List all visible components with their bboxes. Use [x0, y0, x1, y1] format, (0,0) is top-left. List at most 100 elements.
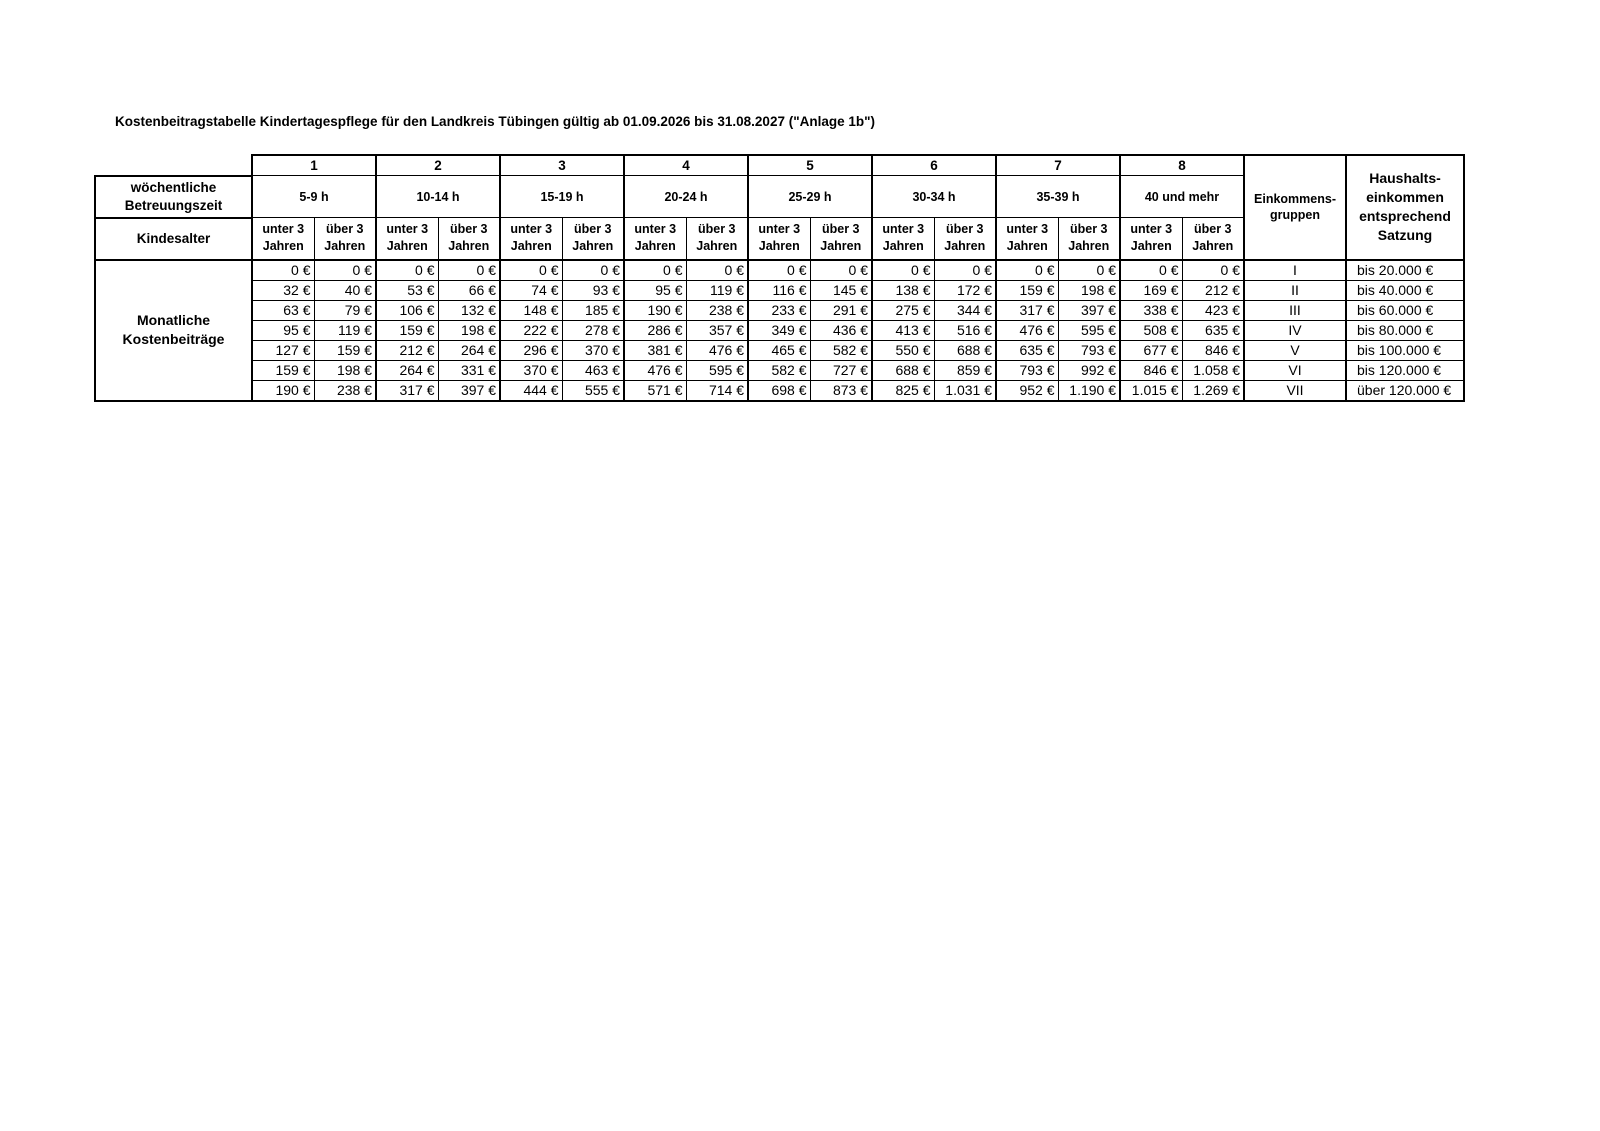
fee-cell: 423 € — [1181, 299, 1245, 321]
income-header: Haushalts-einkommen entsprechend Satzung — [1345, 154, 1465, 261]
fee-cell: 582 € — [809, 339, 873, 361]
header-row-age: Kindesalter unter 3 Jahren über 3 Jahren un… — [94, 216, 1464, 261]
income-cell: bis 40.000 € — [1345, 279, 1465, 301]
col-group-number: 8 — [1119, 154, 1245, 176]
fee-cell: 727 € — [809, 359, 873, 381]
empty-corner — [95, 155, 252, 177]
fee-cell: 317 € — [375, 379, 439, 402]
fee-cell: 159 € — [995, 279, 1059, 301]
fee-cell: 286 € — [623, 319, 687, 341]
fee-cell: 0 € — [437, 259, 501, 281]
fee-cell: 370 € — [499, 359, 563, 381]
fee-cell: 463 € — [561, 359, 625, 381]
fee-cell: 159 € — [251, 359, 315, 381]
income-group-cell: I — [1243, 259, 1347, 281]
fee-cell: 317 € — [995, 299, 1059, 321]
fee-cell: 349 € — [747, 319, 811, 341]
fee-cell: 145 € — [809, 279, 873, 301]
fee-cell: 275 € — [871, 299, 935, 321]
fee-cell: 793 € — [995, 359, 1059, 381]
fee-cell: 95 € — [623, 279, 687, 301]
fee-cell: 127 € — [251, 339, 315, 361]
fee-cell: 53 € — [375, 279, 439, 301]
fee-cell: 93 € — [561, 279, 625, 301]
income-group-header: Einkommens-gruppen — [1243, 154, 1347, 261]
fee-cell: 516 € — [933, 319, 997, 341]
fee-cell: 0 € — [871, 259, 935, 281]
fee-cell: 413 € — [871, 319, 935, 341]
fee-cell: 159 € — [313, 339, 377, 361]
fee-cell: 992 € — [1057, 359, 1121, 381]
fee-cell: 370 € — [561, 339, 625, 361]
fee-cell: 159 € — [375, 319, 439, 341]
fee-cell: 550 € — [871, 339, 935, 361]
fee-cell: 714 € — [685, 379, 749, 402]
fee-cell: 74 € — [499, 279, 563, 301]
age-over-3: über 3 Jahren — [437, 217, 501, 261]
col-group-hours: 30-34 h — [871, 175, 997, 218]
fee-cell: 331 € — [437, 359, 501, 381]
fee-cell: 397 € — [1057, 299, 1121, 321]
fee-cell: 0 € — [747, 259, 811, 281]
fee-cell: 357 € — [685, 319, 749, 341]
fee-cell: 595 € — [685, 359, 749, 381]
row-label-age: Kindesalter — [94, 216, 253, 261]
fee-cell: 222 € — [499, 319, 563, 341]
fee-cell: 476 € — [995, 319, 1059, 341]
fee-cell: 582 € — [747, 359, 811, 381]
fee-cell: 238 € — [685, 299, 749, 321]
fee-cell: 635 € — [995, 339, 1059, 361]
fee-cell: 264 € — [375, 359, 439, 381]
fee-cell: 116 € — [747, 279, 811, 301]
fee-cell: 106 € — [375, 299, 439, 321]
age-under-3: unter 3 Jahren — [623, 217, 687, 261]
fee-cell: 119 € — [685, 279, 749, 301]
fee-cell: 635 € — [1181, 319, 1245, 341]
fee-cell: 571 € — [623, 379, 687, 402]
col-group-hours: 35-39 h — [995, 175, 1121, 218]
fee-cell: 40 € — [313, 279, 377, 301]
fee-cell: 0 € — [1181, 259, 1245, 281]
fee-cell: 190 € — [623, 299, 687, 321]
fee-cell: 291 € — [809, 299, 873, 321]
fee-cell: 212 € — [375, 339, 439, 361]
document-title: Kostenbeitragstabelle Kindertagespflege … — [115, 114, 876, 129]
fee-cell: 0 € — [809, 259, 873, 281]
fee-cell: 233 € — [747, 299, 811, 321]
fee-cell: 338 € — [1119, 299, 1183, 321]
fee-cell: 873 € — [809, 379, 873, 402]
fee-cell: 1.031 € — [933, 379, 997, 402]
fee-cell: 63 € — [251, 299, 315, 321]
table-row: 159 €198 €264 €331 €370 €463 €476 €595 €… — [95, 359, 1465, 381]
header-row-numbers: 1 2 3 4 5 6 7 8 Einkommens-gruppen Haushalts-eink… — [95, 154, 1465, 261]
fee-cell: 198 € — [1057, 279, 1121, 301]
age-over-3: über 3 Jahren — [1057, 217, 1121, 261]
fee-cell: 119 € — [313, 319, 377, 341]
fee-cell: 1.190 € — [1057, 379, 1121, 402]
fee-cell: 859 € — [933, 359, 997, 381]
fee-cell: 278 € — [561, 319, 625, 341]
fee-cell: 296 € — [499, 339, 563, 361]
income-group-cell: II — [1243, 279, 1347, 301]
income-cell: bis 60.000 € — [1345, 299, 1465, 321]
income-cell: bis 20.000 € — [1345, 259, 1465, 281]
fee-cell: 0 € — [1119, 259, 1183, 281]
fee-cell: 688 € — [933, 339, 997, 361]
fee-cell: 0 € — [375, 259, 439, 281]
fee-cell: 0 € — [623, 259, 687, 281]
col-group-hours: 5-9 h — [251, 175, 377, 218]
fee-cell: 132 € — [437, 299, 501, 321]
fee-cell: 436 € — [809, 319, 873, 341]
fee-cell: 185 € — [561, 299, 625, 321]
table-row: Monatliche Kostenbeiträge 0 €0 €0 €0 €0 €… — [94, 259, 1465, 402]
income-cell: bis 80.000 € — [1345, 319, 1465, 341]
col-group-number: 5 — [747, 154, 873, 176]
fee-cell: 476 € — [623, 359, 687, 381]
fee-cell: 0 € — [313, 259, 377, 281]
income-cell: bis 100.000 € — [1345, 339, 1465, 361]
col-group-number: 3 — [499, 154, 625, 176]
fee-cell: 476 € — [685, 339, 749, 361]
table-row: 63 €79 €106 €132 €148 €185 €190 €238 €23… — [95, 299, 1465, 321]
col-group-number: 7 — [995, 154, 1121, 176]
